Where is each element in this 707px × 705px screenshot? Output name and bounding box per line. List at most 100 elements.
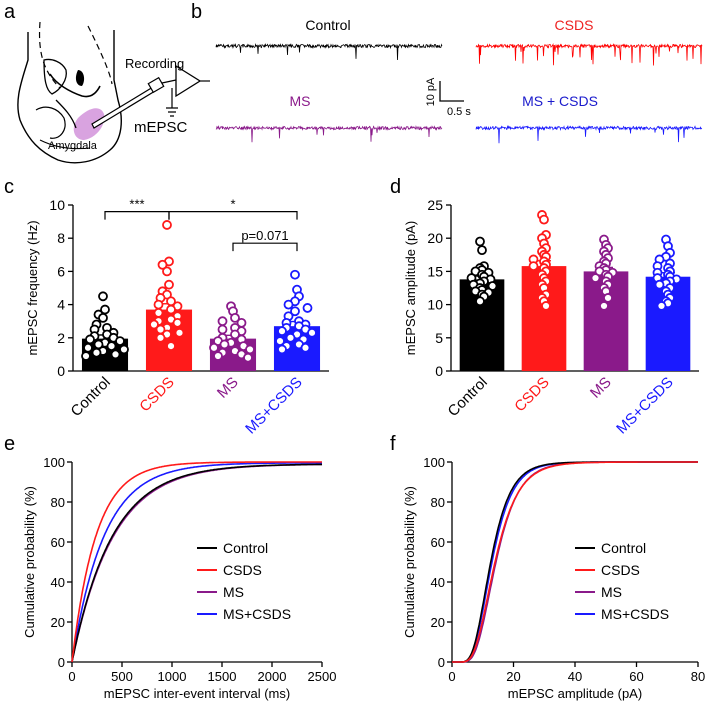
y-tick-label: 20 bbox=[51, 615, 65, 630]
y-tick-label: 20 bbox=[431, 615, 445, 630]
y-tick-label: 4 bbox=[57, 297, 65, 313]
cdf-line-csds bbox=[71, 461, 322, 663]
x-axis-label: mEPSC amplitude (pA) bbox=[508, 686, 642, 701]
data-point bbox=[603, 293, 613, 303]
data-point bbox=[98, 291, 108, 302]
category-label: MS+CSDS bbox=[242, 374, 306, 438]
y-tick-label: 6 bbox=[57, 263, 65, 279]
x-tick-label: 2000 bbox=[258, 669, 287, 684]
data-point bbox=[164, 279, 174, 290]
category-label: MS+CSDS bbox=[613, 374, 677, 438]
amygdala-region bbox=[73, 108, 105, 140]
data-point bbox=[541, 301, 551, 311]
y-tick-label: 8 bbox=[57, 230, 65, 246]
x-tick-label: 60 bbox=[629, 669, 643, 684]
data-point bbox=[83, 342, 93, 353]
x-tick-label: 0 bbox=[68, 669, 75, 684]
category-label: MS bbox=[587, 374, 615, 402]
y-tick-label: 60 bbox=[431, 535, 445, 550]
scale-bar bbox=[439, 81, 464, 102]
cdf-line-csds bbox=[452, 461, 698, 663]
x-tick-label: 500 bbox=[111, 669, 133, 684]
cdf-line-ms bbox=[452, 461, 698, 663]
y-tick-label: 80 bbox=[431, 495, 445, 510]
cdf-line-ms-csds bbox=[71, 462, 322, 663]
inner-structure bbox=[35, 106, 66, 139]
frequency-bar-chart: 0 2 4 6 8 10 mEPSC frequency (Hz) Control CSDS MS… bbox=[25, 197, 329, 438]
y-tick-label: 0 bbox=[438, 655, 445, 670]
x-tick-label: 0 bbox=[448, 669, 455, 684]
legend-label: MS+CSDS bbox=[601, 606, 669, 622]
amplifier-icon bbox=[175, 64, 202, 98]
data-point bbox=[477, 245, 487, 256]
x-tick-label: 40 bbox=[568, 669, 582, 684]
data-point bbox=[656, 301, 667, 311]
recording-wire bbox=[161, 79, 177, 84]
scale-label-x: 0.5 s bbox=[447, 106, 471, 118]
significance-label: * bbox=[230, 197, 235, 212]
data-point bbox=[153, 299, 164, 310]
data-point bbox=[110, 349, 121, 360]
category-label: CSDS bbox=[136, 374, 177, 415]
category-label: Control bbox=[445, 374, 491, 420]
y-tick-label: 0 bbox=[435, 363, 443, 379]
dark-nucleus bbox=[75, 70, 85, 86]
y-tick-label: 40 bbox=[431, 575, 445, 590]
significance-bracket bbox=[168, 211, 298, 220]
data-point bbox=[213, 351, 223, 361]
data-point bbox=[166, 304, 176, 315]
x-tick-label: 20 bbox=[506, 669, 520, 684]
cdf-line-ms bbox=[71, 463, 323, 663]
hippocampus-shape bbox=[49, 73, 101, 98]
data-point bbox=[157, 259, 168, 270]
data-point bbox=[528, 261, 539, 271]
brain-slice-schematic: Recording mEPSC Amygdala bbox=[17, 21, 210, 164]
panel-label-e: e bbox=[4, 433, 15, 455]
trace-label-csds: CSDS bbox=[555, 17, 594, 33]
amplitude-bar-chart: 0 5 10 15 20 25 mEPSC amplitude (pA) Control CSD… bbox=[403, 197, 699, 437]
cortex-dash-line bbox=[38, 21, 61, 89]
data-point bbox=[155, 332, 166, 343]
data-point bbox=[539, 214, 549, 225]
y-tick-label: 60 bbox=[51, 535, 65, 550]
trace-panel: Control CSDS MS MS + CSDS 10 pA 0.5 s bbox=[215, 17, 703, 144]
data-point bbox=[230, 329, 240, 340]
trace-csds bbox=[475, 43, 703, 66]
cortex-dash-line-2 bbox=[87, 25, 113, 85]
trace-ms bbox=[215, 125, 443, 143]
trace-label-control: Control bbox=[305, 17, 350, 33]
data-point bbox=[302, 303, 313, 313]
panel-label-f: f bbox=[390, 433, 396, 455]
x-tick-label: 1000 bbox=[158, 669, 187, 684]
y-axis-label: mEPSC frequency (Hz) bbox=[25, 220, 40, 355]
ventricle-shape bbox=[43, 58, 67, 95]
trace-label-ms-csds: MS + CSDS bbox=[522, 93, 598, 109]
data-point bbox=[115, 336, 125, 347]
data-point bbox=[277, 326, 287, 337]
category-label: Control bbox=[68, 374, 114, 420]
cdf-line-control bbox=[452, 461, 698, 663]
y-tick-label: 0 bbox=[57, 363, 65, 379]
category-label: CSDS bbox=[511, 374, 552, 415]
y-tick-label: 5 bbox=[435, 330, 443, 346]
amygdala-label: Amygdala bbox=[48, 140, 98, 152]
significance-label: *** bbox=[129, 197, 144, 212]
mepsc-label: mEPSC bbox=[134, 119, 188, 136]
y-tick-label: 0 bbox=[58, 655, 65, 670]
trace-ms-csds bbox=[475, 125, 703, 144]
legend-label: Control bbox=[223, 540, 268, 556]
data-point bbox=[290, 269, 300, 280]
y-tick-label: 10 bbox=[427, 297, 443, 313]
x-tick-label: 1500 bbox=[208, 669, 237, 684]
data-point bbox=[590, 273, 601, 283]
legend-label: Control bbox=[601, 540, 646, 556]
data-point bbox=[85, 334, 95, 345]
recording-label: Recording bbox=[125, 56, 184, 71]
electrode-holder bbox=[147, 76, 165, 94]
significance-bracket bbox=[232, 242, 298, 252]
trace-control bbox=[215, 42, 443, 61]
legend-label: MS bbox=[223, 584, 244, 600]
data-point bbox=[599, 301, 609, 311]
data-point bbox=[654, 279, 665, 290]
